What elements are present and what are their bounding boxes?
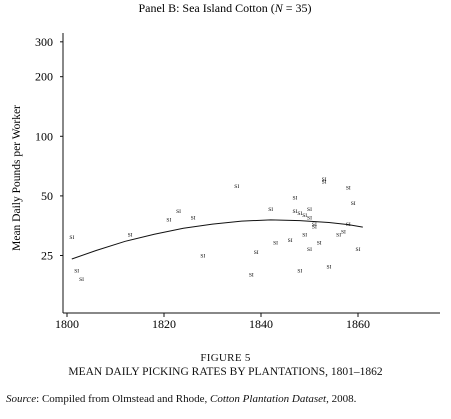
data-point: SI: [297, 268, 302, 274]
data-point: SI: [176, 209, 181, 215]
data-point: SI: [268, 207, 273, 213]
data-point: SI: [288, 238, 293, 244]
y-tick-label: 100: [35, 129, 53, 143]
data-point: SI: [307, 215, 312, 221]
source-end: , 2008.: [326, 393, 357, 405]
data-point: SI: [322, 180, 327, 186]
data-point: SI: [293, 209, 298, 215]
figure-label: FIGURE 5: [200, 352, 251, 364]
x-tick-label: 1820: [152, 317, 176, 331]
data-point: SI: [79, 277, 84, 283]
data-point: SI: [128, 232, 133, 238]
data-point: SI: [312, 225, 317, 231]
data-point: SI: [312, 222, 317, 228]
data-point: SI: [234, 184, 239, 190]
data-point: SI: [346, 222, 351, 228]
figure-title: MEAN DAILY PICKING RATES BY PLANTATIONS,…: [68, 366, 383, 378]
data-point: SI: [322, 177, 327, 183]
data-point: SI: [351, 201, 356, 207]
fitted-trend-line: [71, 219, 363, 260]
data-point: SI: [302, 213, 307, 219]
source-text: : Compiled from Olmstead and Rhode,: [36, 393, 210, 405]
y-tick-label: 50: [41, 189, 53, 203]
y-tick-label: 200: [35, 70, 53, 84]
source-note: Source: Compiled from Olmstead and Rhode…: [6, 393, 356, 405]
y-tick-label: 300: [35, 35, 53, 49]
data-point: SI: [74, 268, 79, 274]
y-tick-label: 25: [41, 249, 53, 263]
data-point: SI: [293, 196, 298, 202]
x-tick-label: 1860: [346, 317, 370, 331]
data-point: SI: [249, 273, 254, 279]
data-point: SI: [317, 241, 322, 247]
x-tick-label: 1800: [55, 317, 79, 331]
axes: 25 50 100 200 300 1800 1820 1840 1860: [35, 33, 440, 331]
data-point: SI: [191, 215, 196, 221]
source-label: Source: [6, 393, 37, 405]
data-point: SI: [307, 207, 312, 213]
x-tick-label: 1840: [249, 317, 273, 331]
y-axis-label: Mean Daily Pounds per Worker: [11, 105, 23, 251]
data-point: SI: [254, 250, 259, 256]
data-point: SI: [302, 232, 307, 238]
source-dataset-title: Cotton Plantation Dataset: [209, 393, 327, 405]
data-point: SI: [336, 232, 341, 238]
data-point: SI: [297, 211, 302, 217]
data-point: SI: [346, 186, 351, 192]
panel-title: Panel B: Sea Island Cotton (N = 35): [138, 1, 311, 15]
data-point: SI: [326, 264, 331, 270]
data-point: SI: [341, 230, 346, 236]
data-point: SI: [307, 247, 312, 253]
data-point: SI: [200, 254, 205, 260]
data-point: SI: [69, 235, 74, 241]
data-point: SI: [166, 217, 171, 223]
data-point: SI: [356, 247, 361, 253]
data-point: SI: [273, 241, 278, 247]
